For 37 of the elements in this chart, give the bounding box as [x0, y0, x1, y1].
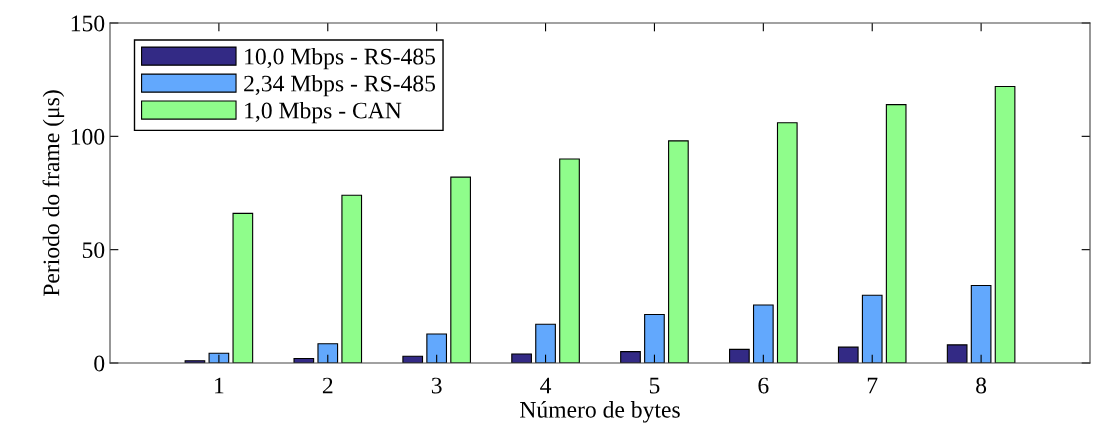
x-tick-label: 1 — [215, 377, 224, 394]
bar — [644, 313, 665, 363]
x-axis-title: Número de bytes — [520, 401, 680, 423]
bar — [837, 346, 859, 363]
bar — [535, 323, 556, 363]
y-tick-label: 150 — [71, 15, 105, 32]
x-tick-label: 5 — [649, 377, 660, 394]
bar — [946, 344, 968, 363]
bar — [885, 104, 907, 363]
y-tick-label: 0 — [94, 355, 105, 372]
bar — [970, 284, 992, 363]
x-tick-label: 8 — [976, 377, 987, 394]
y-tick-label: 50 — [82, 242, 105, 259]
y-axis-title: Periodo do frame (μs) — [42, 90, 65, 297]
bar — [994, 85, 1016, 363]
bar — [317, 343, 339, 363]
bar — [450, 176, 471, 363]
bar — [729, 348, 750, 363]
bar — [861, 294, 883, 363]
x-tick-label: 6 — [758, 377, 769, 394]
y-tick-label: 100 — [71, 128, 105, 145]
bar — [752, 304, 774, 363]
bar — [511, 353, 532, 363]
legend-label: 2,34 Mbps - RS-485 — [244, 74, 436, 97]
bar — [620, 351, 641, 363]
bar — [559, 158, 580, 363]
x-tick-label: 7 — [867, 377, 878, 394]
bar — [426, 333, 448, 363]
x-tick-label: 3 — [431, 377, 442, 394]
bar — [341, 194, 363, 363]
legend-label: 1,0 Mbps - CAN — [245, 101, 402, 124]
bar — [668, 140, 689, 363]
x-tick-label: 2 — [322, 377, 333, 394]
bar — [232, 212, 254, 363]
x-tick-label: 4 — [540, 377, 552, 394]
bar — [776, 122, 798, 363]
legend-label: 10,0 Mbps - RS-485 — [245, 47, 436, 70]
